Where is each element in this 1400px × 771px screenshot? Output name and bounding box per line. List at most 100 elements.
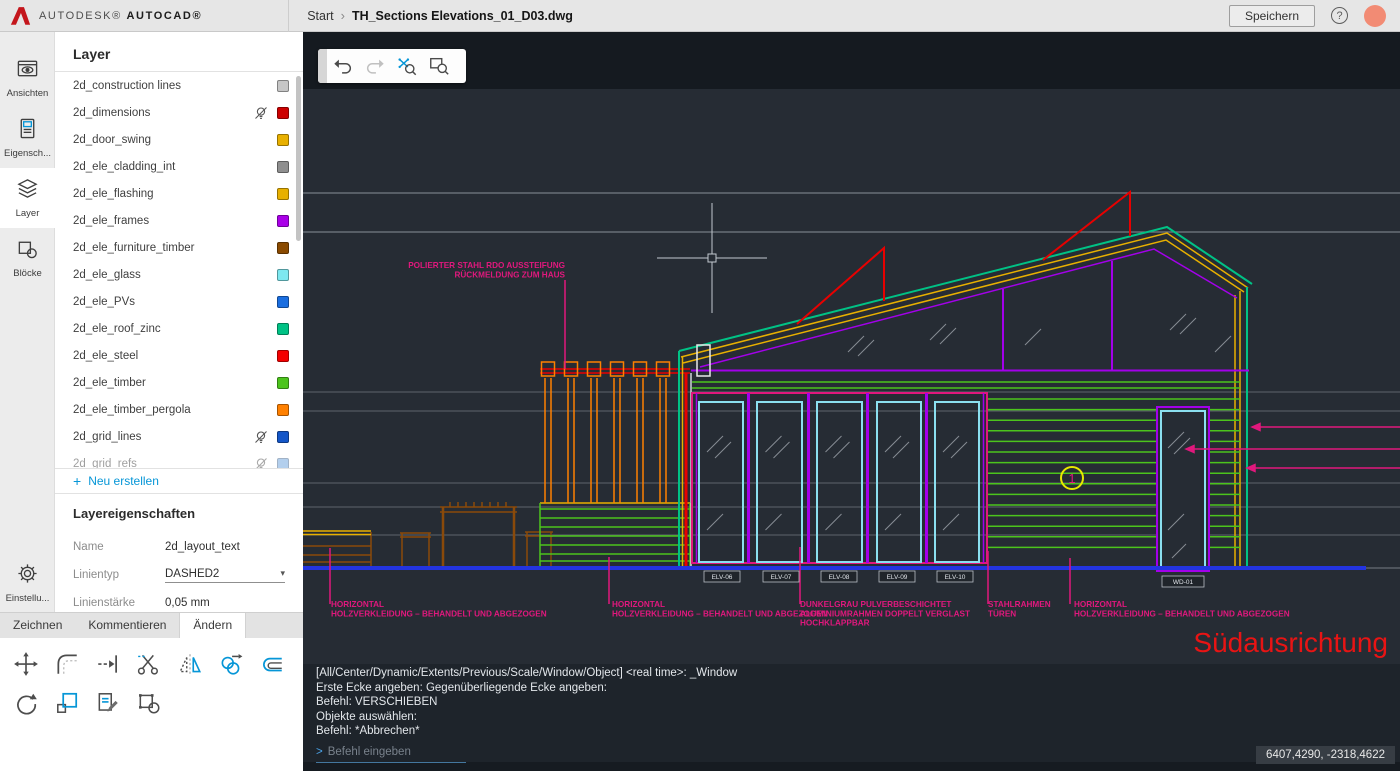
layer-row[interactable]: 2d_ele_cladding_int: [55, 153, 303, 180]
autodesk-logo-icon[interactable]: [10, 6, 31, 26]
layer-row[interactable]: 2d_grid_refs: [55, 450, 303, 468]
door-tag: ELV-06: [712, 574, 733, 581]
door-tag: ELV-09: [887, 574, 908, 581]
layer-row[interactable]: 2d_dimensions: [55, 99, 303, 126]
layer-hidden-bulb-icon[interactable]: [254, 430, 268, 444]
sidebar-item-eigensch[interactable]: Eigensch...: [0, 108, 55, 168]
layer-color-swatch[interactable]: [277, 403, 289, 416]
annotation-text: HOCHKLAPPBAR: [800, 619, 870, 628]
match-properties-icon[interactable]: [95, 690, 121, 716]
sidebar-item-label: Einstellu...: [5, 593, 50, 604]
layer-row[interactable]: 2d_door_swing: [55, 126, 303, 153]
layer-row[interactable]: 2d_ele_frames: [55, 207, 303, 234]
layer-hidden-bulb-icon[interactable]: [254, 457, 268, 468]
layer-row[interactable]: 2d_ele_timber_pergola: [55, 396, 303, 423]
command-history-line: Befehl: *Abbrechen*: [316, 725, 420, 738]
layer-color-swatch[interactable]: [277, 79, 289, 92]
offset-icon[interactable]: [259, 651, 285, 677]
layer-color-swatch[interactable]: [277, 106, 289, 119]
layer-row[interactable]: 2d_ele_flashing: [55, 180, 303, 207]
user-avatar[interactable]: [1364, 4, 1386, 27]
layer-color-swatch[interactable]: [277, 268, 289, 281]
property-row: Linientyp DASHED2 ▾: [73, 561, 285, 589]
sidebar-item-settings[interactable]: Einstellu...: [0, 553, 55, 613]
layer-panel: Layer 2d_construction lines 2d_dimensions…: [55, 32, 303, 612]
rotate-icon[interactable]: [13, 690, 39, 716]
layer-name: 2d_ele_timber_pergola: [73, 403, 191, 416]
scale-icon[interactable]: [54, 690, 80, 716]
move-icon[interactable]: [13, 651, 39, 677]
window-tag: WD-01: [1173, 579, 1194, 586]
layer-color-swatch[interactable]: [277, 133, 289, 146]
annotation-text: HORIZONTAL: [1074, 600, 1127, 609]
layer-color-swatch[interactable]: [277, 160, 289, 173]
breadcrumb-home[interactable]: Start: [307, 8, 334, 23]
breadcrumb-file-name[interactable]: TH_Sections Elevations_01_D03.dwg: [351, 8, 573, 23]
gear-icon: [16, 562, 39, 590]
plus-icon: +: [73, 473, 82, 489]
redo-icon[interactable]: [359, 54, 391, 78]
sidebar-item-label: Ansichten: [6, 88, 49, 99]
layer-row[interactable]: 2d_ele_glass: [55, 261, 303, 288]
sidebar-item-blöcke[interactable]: Blöcke: [0, 228, 55, 288]
layer-row[interactable]: 2d_ele_timber: [55, 369, 303, 396]
layer-color-swatch[interactable]: [277, 376, 289, 389]
layer-color-swatch[interactable]: [277, 322, 289, 335]
trim-icon[interactable]: [136, 651, 162, 677]
layer-row[interactable]: 2d_ele_steel: [55, 342, 303, 369]
mirror-icon[interactable]: [177, 651, 203, 677]
layer-color-swatch[interactable]: [277, 295, 289, 308]
layer-color-swatch[interactable]: [277, 214, 289, 227]
save-button[interactable]: Speichern: [1228, 4, 1315, 27]
layer-name: 2d_construction lines: [73, 79, 182, 92]
door-glazing-ticks: [706, 435, 968, 531]
layer-row[interactable]: 2d_ele_furniture_timber: [55, 234, 303, 261]
timber-furniture: [303, 502, 553, 567]
layer-hidden-bulb-icon[interactable]: [254, 106, 268, 120]
linetype-select[interactable]: DASHED2 ▾: [165, 568, 285, 583]
layer-color-swatch[interactable]: [277, 241, 289, 254]
extend-icon[interactable]: [95, 651, 121, 677]
layer-color-swatch[interactable]: [277, 430, 289, 443]
views-eye-icon: [16, 57, 39, 85]
layer-properties-title: Layereigenschaften: [73, 506, 196, 521]
annotation-text: RÜCKMELDUNG ZUM HAUS: [454, 269, 565, 279]
clerestory-glazing-ticks: [847, 313, 1232, 357]
new-layer-button[interactable]: + Neu erstellen: [55, 468, 303, 494]
layer-color-swatch[interactable]: [277, 457, 289, 468]
fillet-icon[interactable]: [54, 651, 80, 677]
command-input[interactable]: > Befehl eingeben: [316, 742, 466, 763]
tab-ändern[interactable]: Ändern: [179, 613, 247, 638]
tab-kommentieren[interactable]: Kommentieren: [88, 618, 167, 632]
chevron-down-icon: ▾: [280, 568, 285, 578]
drawing-canvas[interactable]: 1 POLIERTER STAHL RDO AUSSTEIFUNG RÜCKMEL…: [303, 32, 1400, 771]
copy-icon[interactable]: [218, 651, 244, 677]
right-window: [1156, 406, 1210, 572]
undo-icon[interactable]: [327, 54, 359, 78]
command-prompt-icon: >: [316, 745, 323, 758]
zoom-extents-icon[interactable]: [391, 54, 423, 78]
crosshair-cursor: [657, 203, 767, 313]
sidebar-item-ansichten[interactable]: Ansichten: [0, 48, 55, 108]
property-label: Linienstärke: [73, 597, 136, 609]
layer-color-swatch[interactable]: [277, 187, 289, 200]
ground-line: [303, 566, 1366, 570]
layer-list-scrollbar[interactable]: [296, 76, 301, 241]
command-history-line: Erste Ecke angeben: Gegenüberliegende Ec…: [316, 681, 607, 694]
toolbar-grip-handle[interactable]: [318, 49, 327, 83]
elevation-drawing[interactable]: 1 POLIERTER STAHL RDO AUSSTEIFUNGRÜCKMEL…: [303, 32, 1400, 771]
annotation-text: TÜREN: [988, 608, 1016, 618]
brand-text: AUTODESK® AUTOCAD®: [39, 9, 203, 22]
sidebar-item-layer[interactable]: Layer: [0, 168, 55, 228]
top-bar: AUTODESK® AUTOCAD® Start › TH_Sections E…: [0, 0, 1400, 32]
layer-color-swatch[interactable]: [277, 349, 289, 362]
explode-icon[interactable]: [136, 690, 162, 716]
layer-row[interactable]: 2d_construction lines: [55, 72, 303, 99]
zoom-window-icon[interactable]: [423, 54, 455, 78]
tab-zeichnen[interactable]: Zeichnen: [13, 618, 63, 632]
layer-row[interactable]: 2d_grid_lines: [55, 423, 303, 450]
layer-row[interactable]: 2d_ele_PVs: [55, 288, 303, 315]
layer-row[interactable]: 2d_ele_roof_zinc: [55, 315, 303, 342]
help-icon[interactable]: ?: [1331, 7, 1348, 24]
